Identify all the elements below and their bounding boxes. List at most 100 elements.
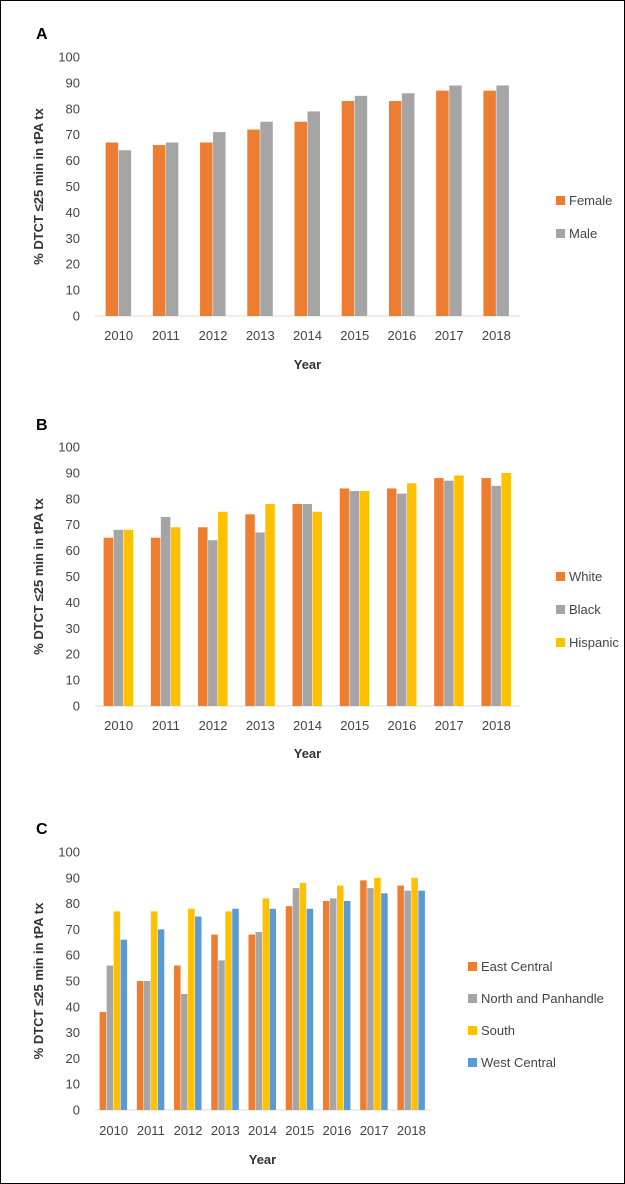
y-tick-label: 50 <box>66 179 80 194</box>
y-tick-label: 0 <box>73 1103 80 1118</box>
bar-hispanic-2012 <box>218 511 228 706</box>
bar-male-2013 <box>260 121 273 316</box>
bar-south-2018 <box>411 877 418 1110</box>
bar-east-central-2012 <box>174 965 181 1110</box>
y-tick-label: 40 <box>66 205 80 220</box>
bar-west-central-2010 <box>120 939 128 1110</box>
x-tick-label: 2013 <box>246 718 275 733</box>
bar-male-2016 <box>401 93 415 316</box>
x-tick-label: 2013 <box>211 1123 240 1138</box>
legend-label: Hispanic <box>569 635 619 650</box>
bar-white-2011 <box>150 537 161 706</box>
bar-male-2017 <box>449 85 462 317</box>
bar-south-2013 <box>225 911 232 1110</box>
y-tick-label: 0 <box>73 309 80 324</box>
x-tick-label: 2015 <box>340 328 369 343</box>
bar-west-central-2018 <box>418 890 425 1110</box>
bar-hispanic-2015 <box>359 491 370 706</box>
y-tick-label: 70 <box>66 517 80 532</box>
bar-black-2013 <box>255 532 265 706</box>
bar-north-and-panhandle-2011 <box>143 981 151 1110</box>
y-tick-label: 50 <box>66 974 80 989</box>
bar-north-and-panhandle-2017 <box>367 888 374 1110</box>
y-tick-label: 0 <box>73 699 80 714</box>
bar-white-2018 <box>481 478 491 706</box>
x-axis-title: Year <box>294 746 321 761</box>
bar-black-2017 <box>444 480 454 706</box>
x-tick-label: 2017 <box>435 328 464 343</box>
bar-male-2015 <box>354 95 368 316</box>
bar-white-2017 <box>434 478 444 706</box>
bar-female-2013 <box>247 129 260 316</box>
x-tick-label: 2015 <box>340 718 369 733</box>
bar-white-2013 <box>245 514 255 706</box>
x-tick-label: 2014 <box>248 1123 277 1138</box>
bar-north-and-panhandle-2012 <box>181 993 188 1110</box>
bar-black-2015 <box>349 491 360 706</box>
y-tick-label: 100 <box>58 50 80 65</box>
legend-swatch-male <box>556 229 565 238</box>
bar-south-2016 <box>336 885 344 1110</box>
bar-white-2016 <box>386 488 397 706</box>
bar-west-central-2016 <box>343 901 351 1110</box>
bar-male-2010 <box>118 150 132 316</box>
bar-black-2012 <box>208 540 218 706</box>
x-tick-label: 2015 <box>285 1123 314 1138</box>
bar-east-central-2014 <box>248 934 255 1110</box>
panel-letter: A <box>36 26 48 43</box>
bar-west-central-2012 <box>195 916 202 1110</box>
x-tick-label: 2011 <box>152 718 180 733</box>
legend-label: East Central <box>481 959 553 974</box>
bar-female-2016 <box>388 101 402 316</box>
y-tick-label: 80 <box>66 491 80 506</box>
bar-north-and-panhandle-2018 <box>404 890 411 1110</box>
x-tick-label: 2010 <box>104 718 133 733</box>
bar-hispanic-2013 <box>265 503 275 706</box>
y-tick-label: 10 <box>66 1077 80 1092</box>
bar-east-central-2015 <box>285 906 293 1110</box>
bar-east-central-2010 <box>99 1011 107 1110</box>
x-tick-label: 2018 <box>482 328 511 343</box>
legend-swatch-female <box>556 196 565 205</box>
bar-north-and-panhandle-2014 <box>255 931 262 1110</box>
x-tick-label: 2016 <box>322 1123 351 1138</box>
bar-female-2018 <box>483 90 496 316</box>
bar-east-central-2011 <box>136 981 144 1110</box>
y-tick-label: 70 <box>66 127 80 142</box>
legend-swatch-hispanic <box>556 638 565 647</box>
y-tick-label: 80 <box>66 896 80 911</box>
y-tick-label: 60 <box>66 543 80 558</box>
x-tick-label: 2011 <box>137 1123 165 1138</box>
x-tick-label: 2016 <box>387 718 416 733</box>
bar-male-2014 <box>307 111 320 316</box>
x-tick-label: 2014 <box>293 328 322 343</box>
legend-label: South <box>481 1023 515 1038</box>
x-axis-title: Year <box>249 1152 276 1167</box>
y-tick-label: 90 <box>66 870 80 885</box>
x-tick-label: 2011 <box>152 328 180 343</box>
y-tick-label: 10 <box>66 283 80 298</box>
bar-west-central-2014 <box>269 908 276 1110</box>
y-tick-label: 60 <box>66 153 80 168</box>
bar-white-2010 <box>103 537 114 706</box>
x-tick-label: 2012 <box>199 718 228 733</box>
x-tick-label: 2010 <box>99 1123 128 1138</box>
x-tick-label: 2012 <box>199 328 228 343</box>
y-tick-label: 10 <box>66 673 80 688</box>
y-tick-label: 60 <box>66 948 80 963</box>
bar-female-2015 <box>341 101 355 316</box>
y-tick-label: 70 <box>66 922 80 937</box>
legend-swatch-west-central <box>468 1058 477 1067</box>
x-tick-label: 2014 <box>293 718 322 733</box>
panel-letter: C <box>36 821 48 838</box>
bar-black-2016 <box>396 493 407 706</box>
bar-female-2017 <box>436 90 449 316</box>
legend-label: West Central <box>481 1055 556 1070</box>
y-tick-label: 20 <box>66 257 80 272</box>
y-tick-label: 90 <box>66 75 80 90</box>
bar-female-2011 <box>152 145 166 316</box>
legend-swatch-north-and-panhandle <box>468 994 477 1003</box>
bar-hispanic-2018 <box>501 472 511 706</box>
y-axis-title: % DTCT ≤25 min in tPA tx <box>31 107 46 264</box>
bar-east-central-2016 <box>322 901 330 1110</box>
